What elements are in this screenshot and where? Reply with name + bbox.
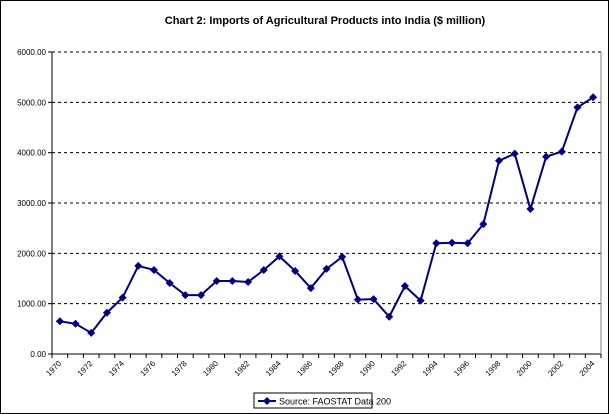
y-tick-label: 2000.00 [17,249,46,258]
data-point [589,93,598,102]
data-point [573,103,582,112]
data-point [369,295,378,304]
data-point [338,252,347,261]
x-tick-label: 1982 [233,359,252,378]
y-tick-label: 4000.00 [17,149,46,158]
data-point [306,284,315,293]
x-tick-label: 1980 [201,359,220,378]
x-tick-label: 1992 [389,359,408,378]
x-tick-label: 1978 [170,359,189,378]
x-tick-label: 1998 [484,359,503,378]
data-point [542,152,551,161]
data-point [244,278,253,287]
data-point [228,277,237,286]
data-point [197,291,206,300]
x-tick-label: 1990 [358,359,377,378]
data-point [557,147,566,156]
data-point [55,317,64,326]
data-point [385,312,394,321]
x-tick-label: 1972 [76,359,95,378]
x-tick-label: 2004 [578,359,597,378]
data-point [149,265,158,274]
y-tick-label: 6000.00 [17,48,46,57]
y-tick-label: 5000.00 [17,98,46,107]
data-point [102,308,111,317]
data-point [259,265,268,274]
x-tick-label: 1996 [452,359,471,378]
legend-marker [263,397,271,405]
data-point [291,266,300,275]
data-point [134,261,143,270]
series-line [59,96,594,335]
x-tick-label: 2000 [515,359,534,378]
y-tick-label: 1000.00 [17,300,46,309]
legend-label: Source: FAOSTAT Data 200 [279,397,391,407]
data-point [181,291,190,300]
x-tick-label: 1994 [421,359,440,378]
x-tick-label: 1970 [44,359,63,378]
data-point [400,282,409,291]
y-tick-label: 3000.00 [17,199,46,208]
data-point [353,295,362,304]
x-tick-label: 2002 [546,359,565,378]
data-point [275,252,284,261]
data-point [416,296,425,305]
x-tick-label: 1986 [295,359,314,378]
chart-title: Chart 2: Imports of Agricultural Product… [165,15,486,27]
data-point [447,238,456,247]
data-point [118,293,127,302]
data-point [510,149,519,158]
data-point [495,156,504,165]
legend: Source: FAOSTAT Data 200 [253,392,391,409]
data-point [71,319,80,328]
data-point [432,239,441,248]
data-point [463,239,472,248]
data-point [322,264,331,273]
x-tick-label: 1976 [138,359,157,378]
data-point [526,205,535,214]
x-tick-label: 1984 [264,359,283,378]
x-tick-label: 1974 [107,359,126,378]
data-point [479,220,488,229]
x-tick-label: 1988 [327,359,346,378]
legend-box [253,392,373,409]
data-point [212,277,221,286]
y-tick-label: 0.00 [30,350,46,359]
data-point [87,328,96,337]
data-point [165,279,174,288]
